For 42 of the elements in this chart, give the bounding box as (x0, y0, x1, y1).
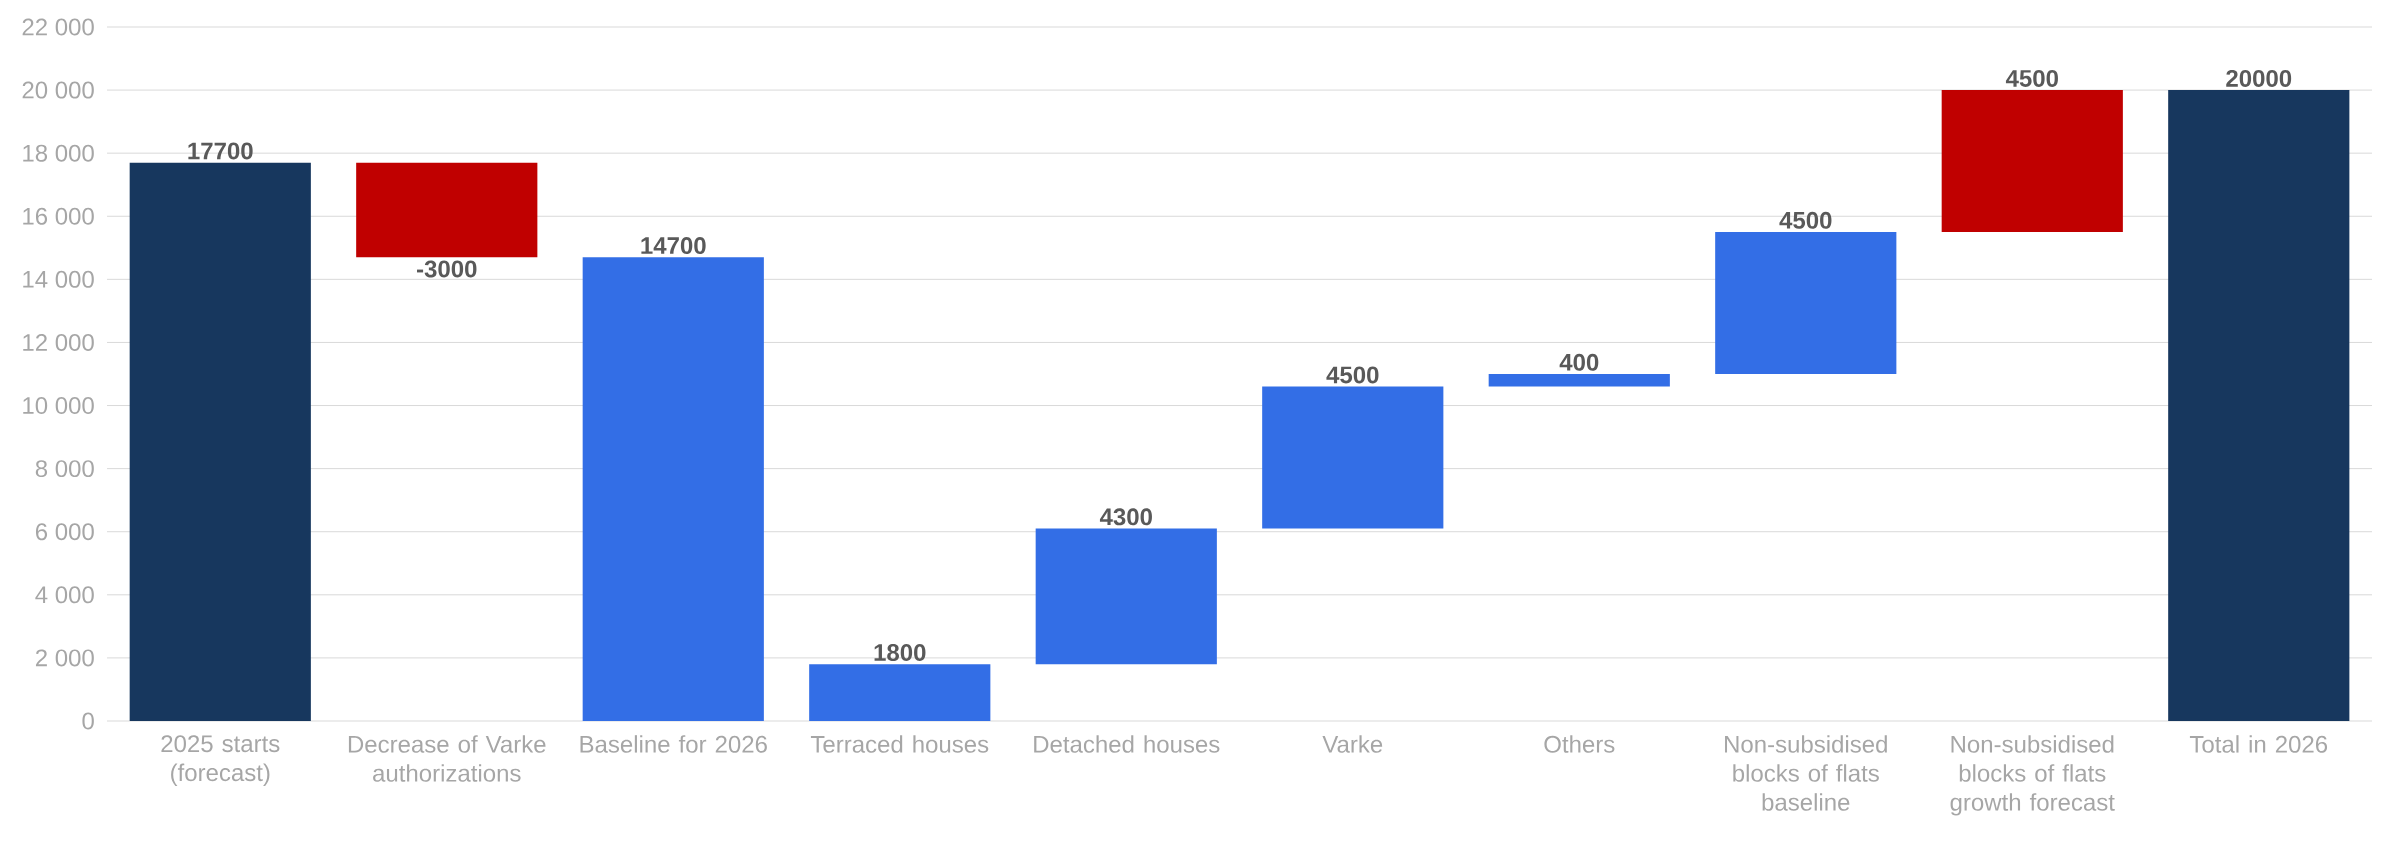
data-label: 14700 (641, 237, 706, 255)
y-tick-label: 8 000 (35, 460, 94, 478)
data-label: 4500 (2005, 69, 2058, 87)
bar (2168, 90, 2350, 721)
y-tick-label: 18 000 (23, 144, 94, 162)
x-tick-label: 2025 starts (forecast) (161, 735, 280, 786)
data-label: 4500 (1326, 366, 1379, 384)
y-tick-label: 20 000 (22, 81, 94, 99)
data-label: 1800 (874, 644, 926, 662)
bar (1488, 373, 1670, 387)
bar (809, 664, 991, 721)
y-tick-label: 14 000 (23, 270, 94, 288)
x-tick-label: Detached houses (1034, 735, 1220, 753)
x-tick-label: Non-subsidised blocks of flats baseline (1725, 735, 1887, 811)
x-tick-label: Baseline for 2026 (580, 735, 767, 753)
x-tick-label: Total in 2026 (2189, 735, 2328, 753)
data-label: 4300 (1099, 508, 1152, 526)
data-label: 17700 (188, 142, 253, 160)
y-tick-label: 10 000 (23, 397, 94, 415)
y-tick-label: 22 000 (22, 18, 94, 36)
data-label: 20000 (2226, 69, 2292, 87)
x-tick-label: Decrease of Varke authorizations (348, 735, 546, 782)
data-label: 400 (1559, 353, 1599, 371)
y-tick-label: 0 (82, 712, 94, 730)
data-label: -3000 (417, 260, 477, 278)
y-tick-label: 2 000 (35, 649, 94, 667)
x-tick-label: Others (1544, 735, 1615, 753)
bar (1941, 90, 2123, 233)
bar (129, 162, 311, 721)
y-tick-label: 12 000 (23, 333, 94, 351)
data-label: 4500 (1779, 211, 1832, 229)
y-tick-label: 4 000 (35, 586, 94, 604)
bar (356, 162, 538, 258)
bar (1715, 232, 1897, 374)
x-tick-label: Non-subsidised blocks of flats growth forecast (1950, 735, 2115, 816)
y-tick-label: 16 000 (23, 207, 94, 225)
x-tick-label: Varke (1322, 735, 1383, 753)
bar (1262, 386, 1444, 529)
bar (582, 257, 764, 721)
y-tick-label: 6 000 (35, 523, 94, 541)
bar (1035, 528, 1217, 665)
x-tick-label: Terraced houses (810, 735, 989, 753)
